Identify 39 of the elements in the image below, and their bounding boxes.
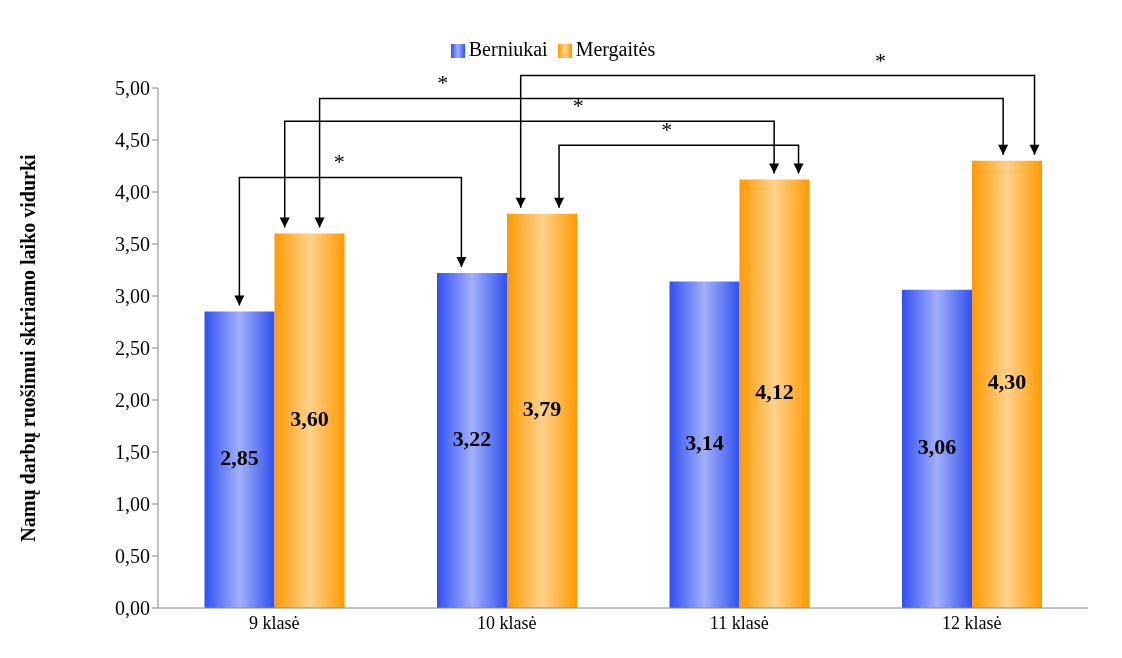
data-label: 2,85 (220, 444, 259, 470)
annotation: * (661, 117, 673, 143)
x-tick-label: 11 klasė (709, 612, 769, 633)
bar (274, 233, 345, 608)
data-label: 3,14 (685, 429, 724, 455)
y-tick-label: 3,50 (115, 233, 150, 256)
y-tick-label: 0,00 (115, 597, 150, 620)
data-label: 4,12 (755, 378, 794, 404)
y-tick-label: 1,00 (115, 493, 150, 516)
y-tick-label: 5,00 (115, 77, 150, 100)
bar (437, 273, 507, 608)
text: * (874, 47, 886, 73)
annotation: * (572, 93, 584, 119)
bar (739, 179, 810, 608)
y-tick-label: 3,00 (115, 285, 150, 308)
legend-label: Mergaitės (575, 38, 656, 60)
annotation: * (437, 70, 449, 96)
data-label: 3,22 (452, 425, 492, 451)
y-tick-label: 4,00 (115, 181, 150, 204)
y-axis-title: Namų darbų ruošimui skiriamo laiko vidurki (17, 153, 41, 542)
data-label: 4,30 (987, 369, 1027, 395)
bar (972, 160, 1042, 608)
y-tick-label: 1,50 (115, 441, 150, 464)
data-label: 3,60 (290, 405, 329, 431)
x-tick-label: 12 klasė (942, 612, 1002, 633)
y-tick-label: 4,50 (115, 129, 150, 152)
legend-label: Berniukai (468, 38, 548, 60)
data-label: 3,06 (917, 433, 957, 459)
bar (902, 289, 972, 608)
bar (204, 311, 275, 608)
x-tick-label: 9 klasė (249, 612, 300, 633)
annotation: * (333, 149, 345, 175)
y-tick-label: 2,50 (115, 337, 150, 360)
data-label: 3,79 (522, 395, 562, 421)
x-tick-label: 10 klasė (477, 612, 537, 633)
y-tick-label: 0,50 (115, 545, 150, 568)
bar (669, 281, 740, 608)
y-tick-label: 2,00 (115, 389, 150, 412)
bar (507, 213, 577, 608)
